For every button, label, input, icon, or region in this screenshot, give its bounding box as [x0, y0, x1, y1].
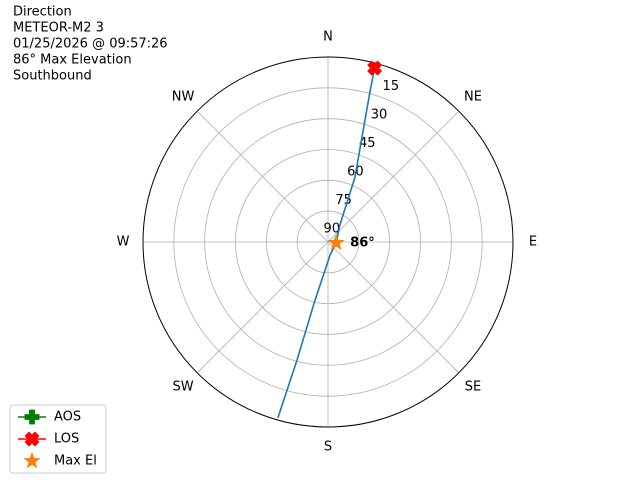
azimuth-label: SE: [465, 379, 481, 394]
azimuth-label: SW: [172, 379, 193, 394]
polar-frame: [142, 56, 514, 428]
legend-label: AOS: [54, 410, 81, 425]
title-line: METEOR-M2 3: [13, 21, 104, 36]
elevation-label: 90: [324, 221, 341, 236]
elevation-label: 15: [383, 79, 400, 94]
azimuth-label: W: [117, 235, 130, 250]
legend-label: LOS: [54, 432, 79, 447]
legend-marker: [24, 409, 40, 425]
azimuth-label: NE: [464, 90, 482, 105]
grid-spoke: [196, 241, 329, 374]
legend-marker: [23, 451, 41, 469]
title-line: 01/25/2026 @ 09:57:26: [13, 37, 168, 52]
series-marker: [327, 233, 345, 251]
legend-label: Max El: [54, 454, 97, 469]
azimuth-label: N: [323, 30, 333, 45]
annotation: 86°: [350, 235, 375, 250]
title-line: Direction: [13, 5, 72, 20]
title-line: Southbound: [13, 69, 92, 84]
azimuth-label: E: [529, 235, 537, 250]
elevation-label: 45: [359, 136, 376, 151]
azimuth-label: NW: [172, 90, 195, 105]
grid-spoke: [327, 241, 460, 374]
grid-spoke: [196, 110, 329, 243]
azimuth-label: S: [324, 440, 332, 455]
series-marker: [367, 60, 383, 76]
elevation-label: 30: [371, 107, 388, 122]
elevation-label: 75: [335, 193, 352, 208]
title-line: 86° Max Elevation: [13, 53, 132, 68]
legend-marker: [24, 431, 40, 447]
grid-spoke: [327, 110, 460, 243]
